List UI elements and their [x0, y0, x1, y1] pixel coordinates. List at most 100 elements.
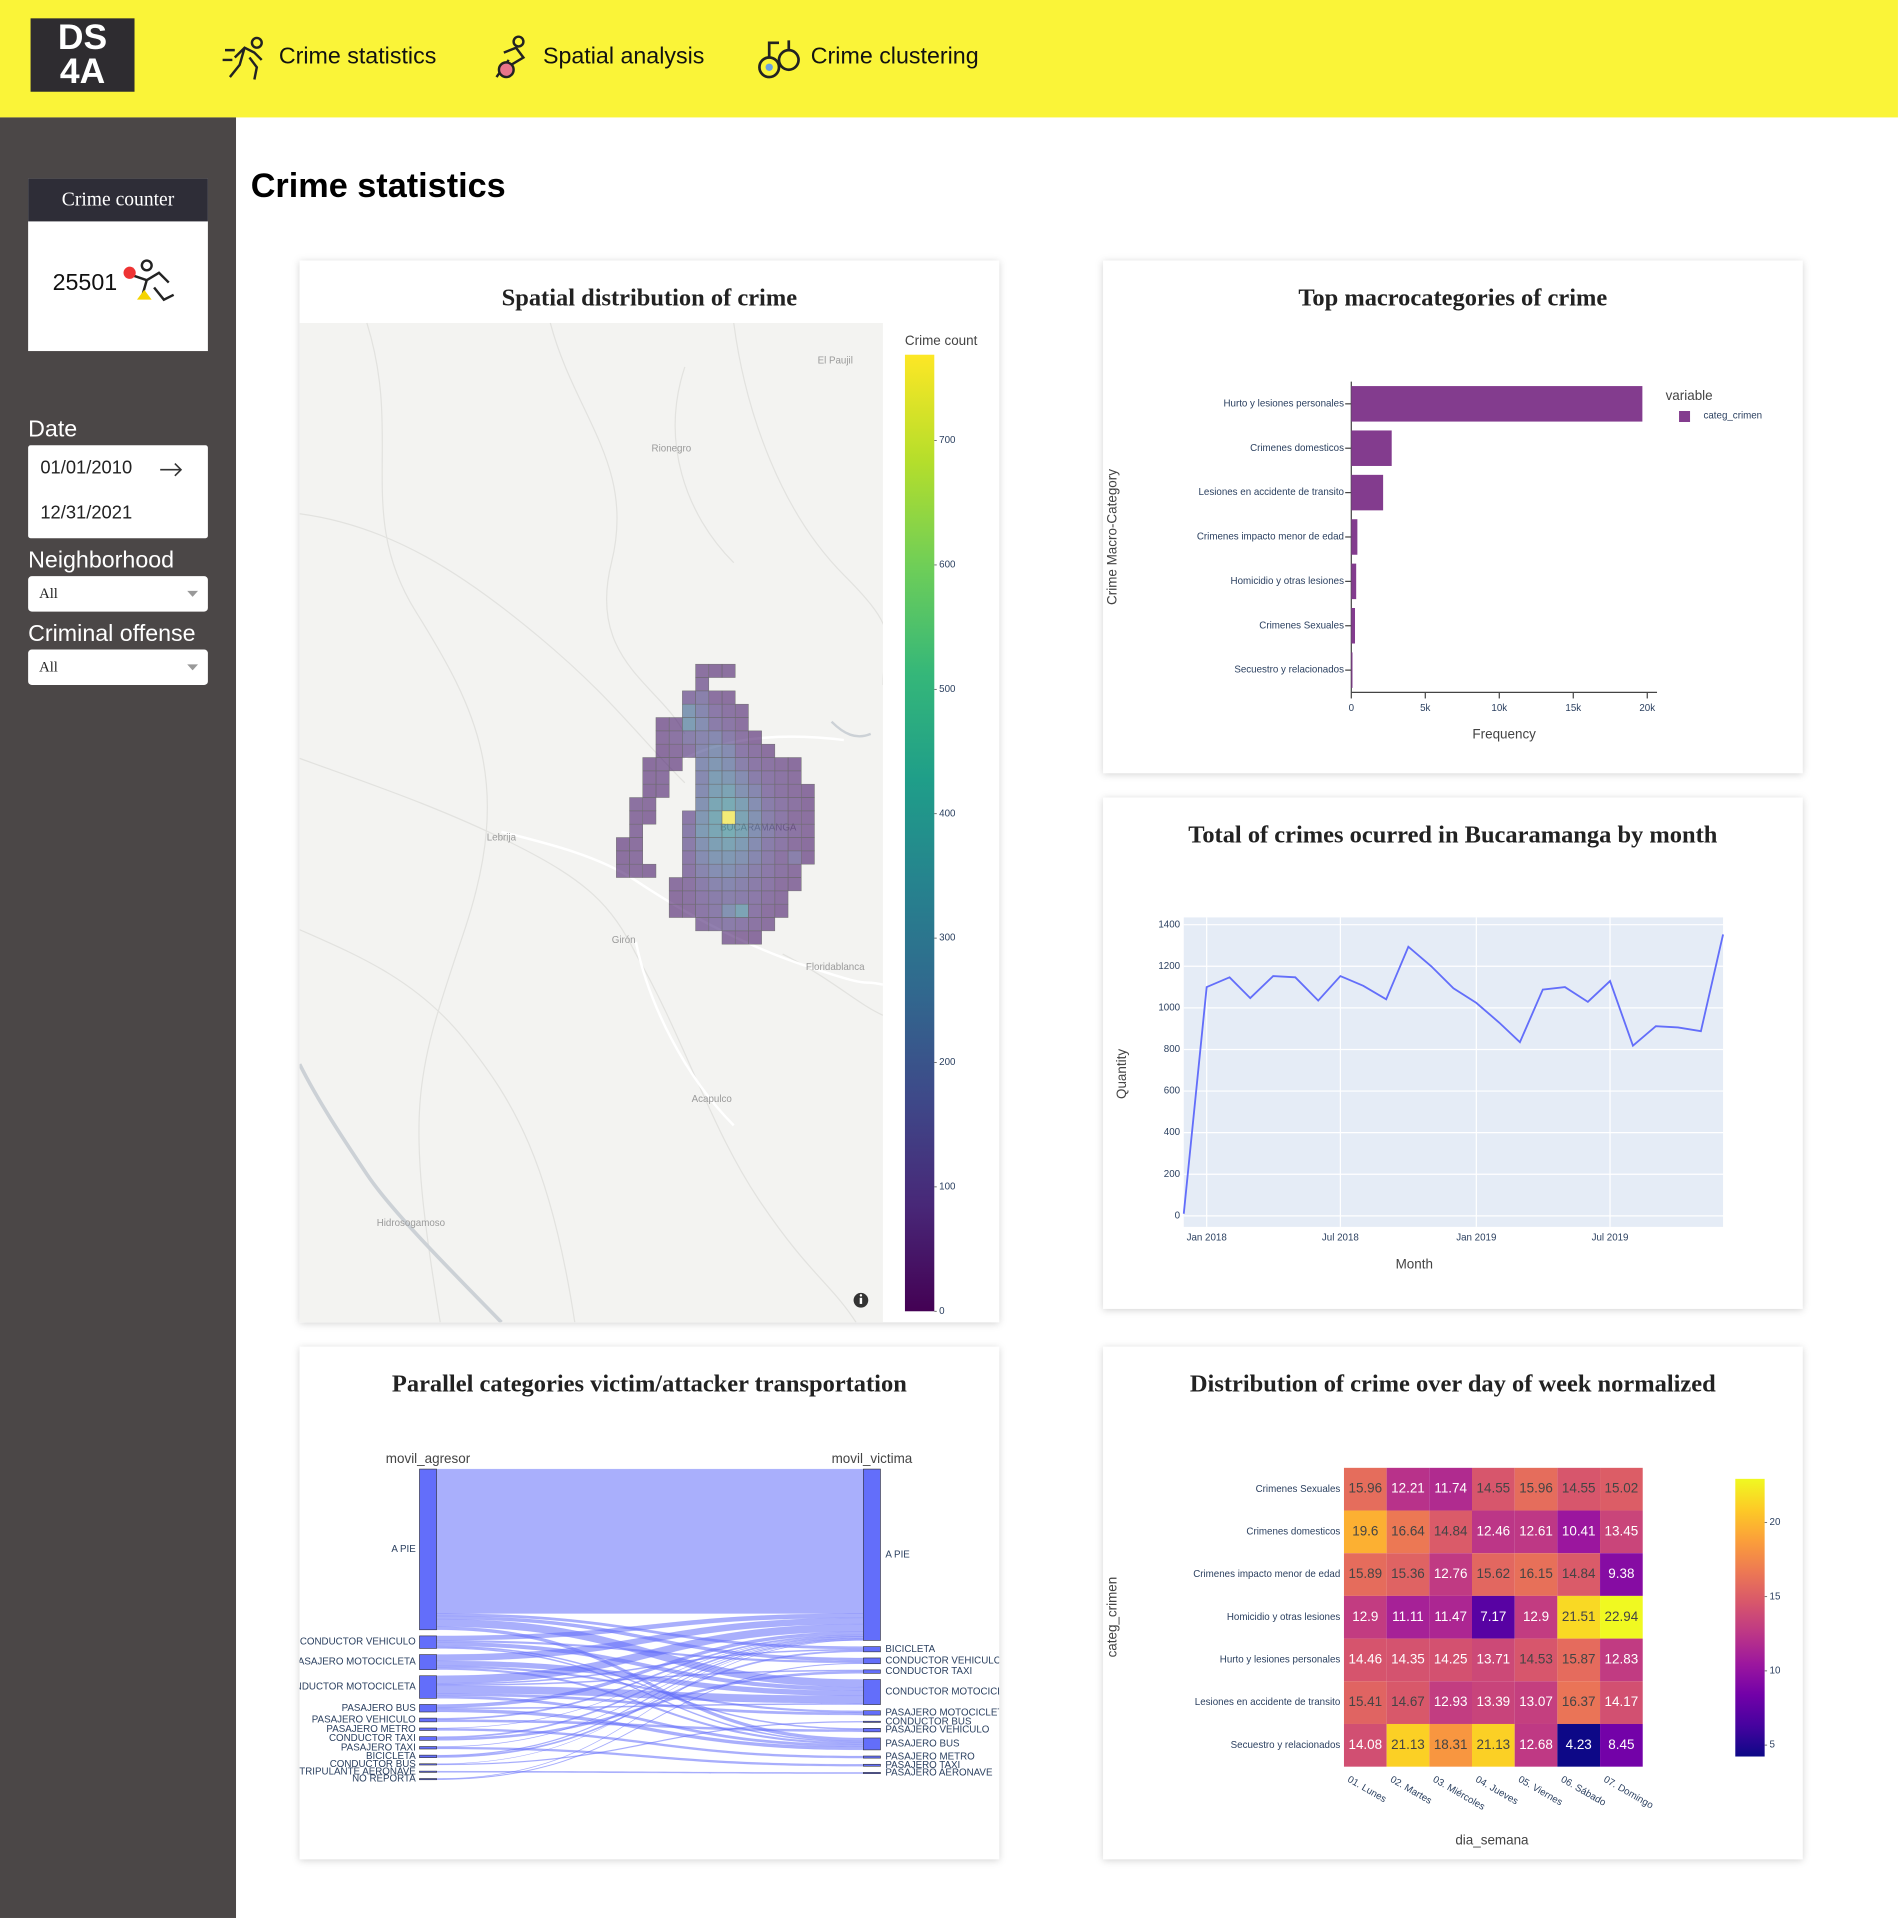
cell-label: 18.31	[1434, 1737, 1468, 1752]
date-range-picker[interactable]: 01/01/2010 12/31/2021	[28, 445, 208, 539]
nav-link[interactable]: Crime statistics	[222, 36, 437, 80]
x-tick-label: 15k	[1565, 703, 1581, 714]
y-tick-label: Crimenes Sexuales	[1259, 620, 1344, 631]
bar	[1351, 608, 1356, 644]
cell-label: 12.46	[1477, 1523, 1511, 1538]
cell-label: 13.45	[1605, 1523, 1639, 1538]
grid-cell	[708, 743, 723, 758]
cell-label: 8.45	[1608, 1737, 1634, 1752]
cell-label: 15.96	[1348, 1481, 1382, 1496]
grid-cell	[695, 823, 710, 838]
grid-cell	[708, 663, 723, 678]
grid-cell	[721, 837, 736, 852]
dropdown-value: All	[39, 658, 58, 676]
criminal-offense-dropdown[interactable]: All	[28, 649, 208, 685]
grid-cell	[787, 877, 802, 892]
category-bar	[863, 1710, 881, 1716]
grid-cell	[642, 810, 657, 825]
cell-label: 16.15	[1519, 1566, 1553, 1581]
bar	[1351, 386, 1643, 422]
colorbar-title: Crime count	[905, 333, 978, 348]
grid-cell	[682, 890, 696, 905]
nav-link[interactable]: Spatial analysis	[495, 35, 705, 79]
grid-cell	[761, 757, 776, 772]
category-label: PASAJERO TAXI	[341, 1742, 416, 1753]
cell-label: 19.6	[1352, 1523, 1378, 1538]
category-bar	[863, 1679, 881, 1705]
place-label: Floridablanca	[806, 962, 865, 973]
x-tick-label: Jan 2019	[1456, 1232, 1496, 1243]
grid-cell	[721, 717, 736, 732]
place-label: Girón	[612, 935, 636, 946]
x-tick-label: 0	[1349, 703, 1355, 714]
category-bar	[863, 1763, 881, 1767]
y-tick-label: Lesiones en accidente de transito	[1198, 487, 1344, 498]
grid-cell	[721, 917, 736, 932]
heatmap-cell	[1514, 1595, 1558, 1639]
grid-cell	[708, 823, 723, 838]
cell-label: 15.87	[1562, 1651, 1596, 1666]
cell-label: 21.13	[1477, 1737, 1511, 1752]
grid-cell	[800, 837, 815, 852]
heatmap-cell	[1557, 1510, 1601, 1554]
y-axis-title: Crime Macro-Category	[1104, 469, 1119, 605]
nav-text: Crime statistics	[278, 44, 437, 70]
category-label: CONDUCTOR TAXI	[885, 1666, 972, 1677]
grid-cell	[721, 890, 736, 905]
grid-cell	[774, 823, 789, 838]
grid-cell	[734, 730, 749, 745]
nav-link[interactable]: Crime clustering	[758, 40, 979, 79]
grid-cell	[748, 823, 762, 838]
grid-cell	[655, 730, 670, 745]
category-bar	[863, 1728, 881, 1733]
grid-cell	[668, 717, 683, 732]
grid-cell	[748, 770, 762, 785]
logo[interactable]: DS 4A	[30, 18, 135, 92]
colorbar	[904, 354, 935, 1312]
y-tick-label: 200	[1164, 1169, 1181, 1180]
end-date[interactable]: 12/31/2021	[40, 502, 133, 524]
grid-cell	[629, 850, 644, 865]
grid-cell	[787, 850, 802, 865]
nav-text: Spatial analysis	[542, 44, 705, 70]
grid-cell	[708, 730, 723, 745]
grid-cell	[734, 823, 749, 838]
category-label: BICICLETA	[366, 1751, 416, 1762]
heatmap-cell	[1472, 1510, 1515, 1554]
grid-cell	[629, 863, 644, 878]
dimension-label: movil_agresor	[386, 1451, 471, 1466]
heatmap-cell	[1343, 1638, 1387, 1682]
colorbar	[1735, 1478, 1765, 1757]
cell-label: 16.37	[1562, 1694, 1596, 1709]
grid-cell	[629, 797, 644, 812]
cell-label: 21.13	[1391, 1737, 1425, 1752]
cell-label: 15.36	[1391, 1566, 1425, 1581]
heatmap-cell	[1386, 1467, 1430, 1511]
start-date[interactable]: 01/01/2010	[40, 457, 133, 479]
colorbar-tick-label: 100	[939, 1181, 956, 1192]
x-tick-label: 20k	[1639, 703, 1655, 714]
grid-cell	[761, 823, 776, 838]
grid-cell	[761, 863, 776, 878]
neighborhood-dropdown[interactable]: All	[28, 576, 208, 612]
x-axis-title: dia_semana	[1455, 1832, 1529, 1847]
colorbar-tick-label: 5	[1770, 1740, 1776, 1751]
cell-label: 21.51	[1562, 1609, 1596, 1624]
grid-cell	[695, 797, 710, 812]
grid-cell	[668, 757, 683, 772]
dropdown-value: All	[39, 584, 58, 602]
cell-label: 14.84	[1562, 1566, 1596, 1581]
grid-cell	[734, 810, 749, 825]
heatmap-cell	[1472, 1553, 1515, 1596]
grid-cell	[668, 877, 683, 892]
grid-cell	[655, 770, 670, 785]
heatmap-cell	[1386, 1553, 1430, 1596]
grid-cell	[629, 810, 644, 825]
grid-cell	[695, 890, 710, 905]
bar	[1351, 652, 1353, 688]
grid-cell	[748, 863, 762, 878]
category-bar	[863, 1737, 881, 1751]
grid-cell	[761, 797, 776, 812]
y-tick-label: 600	[1164, 1086, 1181, 1097]
grid-cell	[748, 743, 762, 758]
